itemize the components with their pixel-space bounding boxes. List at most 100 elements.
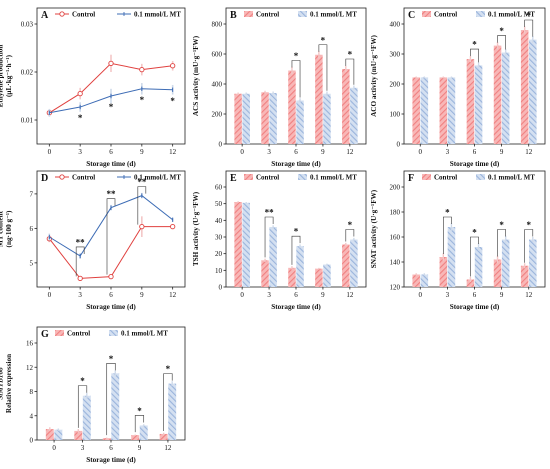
y-tick-label: 7 xyxy=(30,190,34,198)
x-tick-label: 9 xyxy=(138,444,142,452)
bar-mt xyxy=(296,100,304,144)
bar-mt xyxy=(242,202,250,287)
legend-swatch-mt xyxy=(298,174,307,180)
significance-mark: * xyxy=(170,96,175,106)
panel-b: B Control 0.1 mmol/L MT 0 200 400 600 800 ACS ac… xyxy=(192,7,367,168)
y-tick-label: 12 xyxy=(26,364,34,372)
legend-swatch-mt xyxy=(298,11,307,17)
bar-mt xyxy=(139,425,148,440)
bar-mt xyxy=(420,274,429,287)
y-tick-label: 140 xyxy=(390,259,401,267)
panel-letter: B xyxy=(230,10,237,21)
panel-letter: F xyxy=(408,173,414,184)
significance-mark: * xyxy=(321,35,326,45)
legend-label-mt: 0.1 mmol/L MT xyxy=(134,174,181,182)
panel-letter: E xyxy=(230,173,237,184)
y-tick-label: 0 xyxy=(219,284,223,292)
legend-label-control: Control xyxy=(434,11,457,19)
significance-bracket xyxy=(497,35,506,50)
x-axis-title: Storage time (d) xyxy=(450,160,500,168)
legend-label-mt: 0.1 mmol/L MT xyxy=(488,174,535,182)
y-tick-label: 0 xyxy=(219,141,223,149)
x-tick-label: 3 xyxy=(81,444,85,452)
y-axis-title: ACO activity (mU·g⁻¹FW) xyxy=(370,34,378,116)
y-tick-label: 0 xyxy=(397,141,401,149)
y-axis-title: ACS activity (mU·g⁻¹FW) xyxy=(192,35,200,116)
legend-marker-control xyxy=(59,174,65,180)
significance-mark: * xyxy=(294,51,299,61)
x-tick-label: 3 xyxy=(78,148,82,156)
legend-swatch-mt xyxy=(476,11,485,17)
y-tick-label: 0.02 xyxy=(21,69,34,77)
bar-mt xyxy=(529,239,537,287)
bar-control xyxy=(45,429,54,440)
x-tick-label: 12 xyxy=(346,148,354,156)
significance-bracket xyxy=(77,385,88,428)
x-tick-label: 6 xyxy=(294,148,298,156)
legend-label-mt: 0.1 mmol/L MT xyxy=(134,11,181,19)
bar-mt xyxy=(111,373,120,440)
y-axis-title: TSH activity (U·g⁻¹FW) xyxy=(192,191,200,266)
bar-mt xyxy=(350,87,358,144)
significance-mark: ** xyxy=(107,189,117,199)
bar-control xyxy=(74,430,83,440)
significance-bracket xyxy=(497,229,506,257)
significance-bracket xyxy=(264,216,274,258)
x-tick-label: 0 xyxy=(48,148,52,156)
y-axis-title: SNAT activity (U·g⁻¹FW) xyxy=(370,189,378,268)
y-axis-title: MT content xyxy=(0,210,5,247)
legend-swatch-control xyxy=(422,11,431,17)
legend-label-control: Control xyxy=(256,11,279,19)
y-tick-label: 200 xyxy=(390,184,401,192)
x-axis-title: Storage time (d) xyxy=(86,303,136,311)
significance-mark: * xyxy=(499,26,504,36)
significance-bracket xyxy=(470,236,479,277)
data-point-control xyxy=(108,274,114,280)
bar-control xyxy=(315,54,323,144)
y-tick-label: 100 xyxy=(390,111,401,119)
y-tick-label: 0.03 xyxy=(21,21,34,29)
x-tick-label: 3 xyxy=(267,148,271,156)
x-tick-label: 6 xyxy=(109,291,113,299)
significance-mark: * xyxy=(140,95,145,105)
bar-control xyxy=(342,69,350,144)
x-tick-label: 12 xyxy=(164,444,172,452)
legend-swatch-control xyxy=(422,174,431,180)
x-tick-label: 9 xyxy=(140,291,144,299)
y-tick-label: 180 xyxy=(390,209,401,217)
bar-control xyxy=(234,202,242,287)
plot-frame xyxy=(36,326,186,441)
y-tick-label: 0 xyxy=(30,437,34,445)
significance-bracket xyxy=(470,48,479,63)
significance-bracket xyxy=(106,198,116,275)
bar-control xyxy=(493,259,502,287)
x-tick-label: 9 xyxy=(321,291,325,299)
x-tick-label: 6 xyxy=(109,444,113,452)
significance-bracket xyxy=(134,415,145,433)
y-tick-label: 4 xyxy=(30,412,34,420)
x-tick-label: 6 xyxy=(473,291,477,299)
data-point-control xyxy=(170,224,176,230)
x-axis-title: Storage time (d) xyxy=(450,303,500,311)
panel-letter: C xyxy=(408,10,415,21)
legend-label-control: Control xyxy=(72,11,95,19)
panel-letter: D xyxy=(41,173,48,184)
data-point-control xyxy=(77,275,83,282)
x-tick-label: 6 xyxy=(109,148,113,156)
y-tick-label: 50 xyxy=(215,200,223,208)
bar-control xyxy=(493,45,502,144)
significance-bracket xyxy=(524,229,534,263)
x-tick-label: 12 xyxy=(525,148,533,156)
y-axis-title: Ethylene production xyxy=(0,45,5,108)
legend-label-control: Control xyxy=(72,174,95,182)
y-tick-label: 20 xyxy=(215,250,223,258)
significance-mark: * xyxy=(80,376,85,386)
x-tick-label: 9 xyxy=(321,148,325,156)
series-line-control xyxy=(48,226,173,279)
significance-mark: * xyxy=(472,228,477,238)
bar-control xyxy=(520,30,529,144)
x-tick-label: 12 xyxy=(346,291,354,299)
y-tick-label: 16 xyxy=(26,340,34,348)
bar-control xyxy=(261,92,269,144)
